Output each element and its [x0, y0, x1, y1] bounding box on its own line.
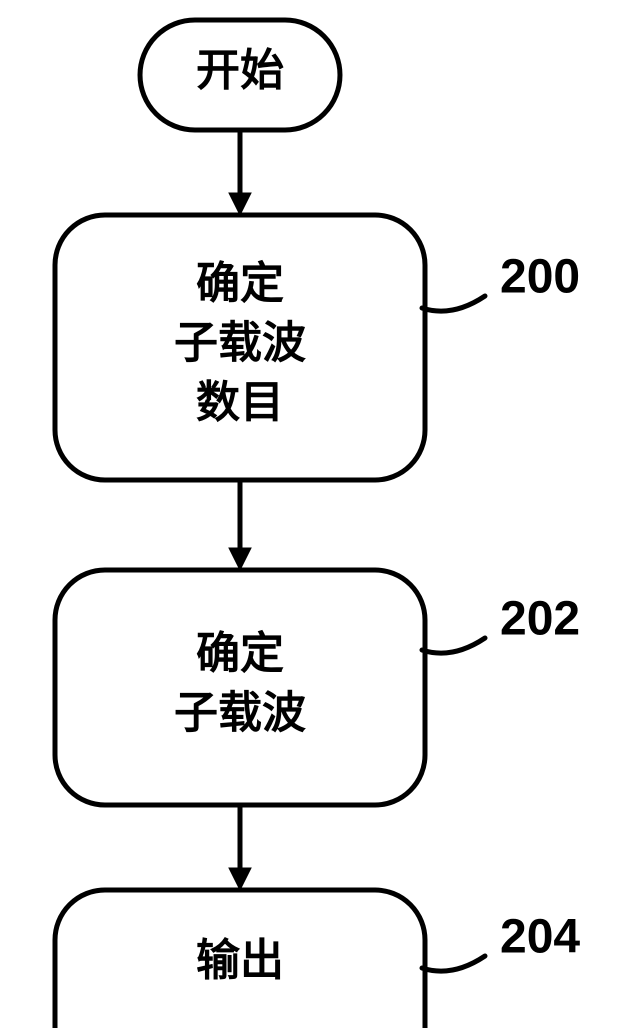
flowchart: 开始确定子载波数目200确定子载波202输出204	[0, 0, 628, 1028]
start-text-0: 开始	[196, 46, 284, 95]
step1-text-0: 确定	[196, 259, 284, 308]
arrow-1-head	[229, 548, 251, 570]
step3-text-0: 输出	[196, 936, 284, 985]
step2-text-0: 确定	[196, 629, 284, 678]
step2-callout	[422, 638, 485, 653]
arrow-2-head	[229, 868, 251, 890]
step3-label: 204	[500, 911, 580, 964]
arrow-0-head	[229, 193, 251, 215]
step2-text-1: 子载波	[174, 688, 306, 737]
step1-text-2: 数目	[196, 378, 284, 427]
step1-label: 200	[500, 251, 580, 304]
step2-label: 202	[500, 593, 580, 646]
step1-text-1: 子载波	[174, 319, 306, 368]
step1-callout	[422, 296, 485, 311]
step3-callout	[422, 956, 485, 971]
